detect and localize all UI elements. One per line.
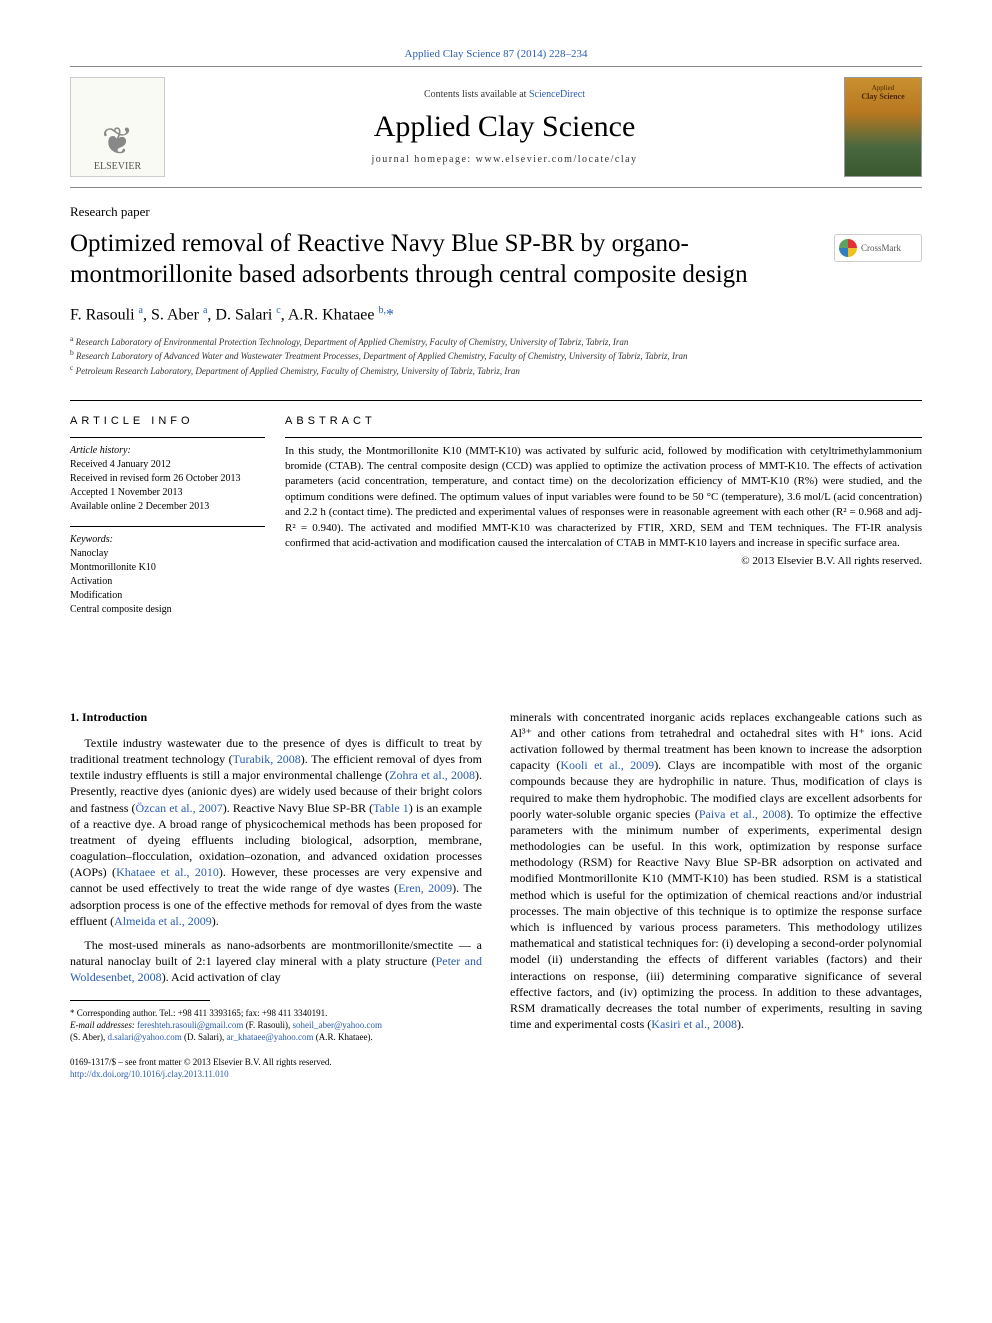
email-addresses-line: E-mail addresses: fereshteh.rasouli@gmai… bbox=[70, 1019, 482, 1043]
keywords-label: Keywords: bbox=[70, 533, 265, 547]
keyword: Activation bbox=[70, 575, 265, 589]
abstract-column: ABSTRACT In this study, the Montmorillon… bbox=[285, 415, 922, 629]
citation-link[interactable]: Almeida et al., 2009 bbox=[114, 914, 212, 928]
sciencedirect-link[interactable]: ScienceDirect bbox=[529, 89, 585, 100]
keywords-block: Keywords: Nanoclay Montmorillonite K10 A… bbox=[70, 526, 265, 617]
keyword: Modification bbox=[70, 589, 265, 603]
journal-reference: Applied Clay Science 87 (2014) 228–234 bbox=[70, 48, 922, 60]
issn-line: 0169-1317/$ – see front matter © 2013 El… bbox=[70, 1057, 482, 1069]
journal-title: Applied Clay Science bbox=[165, 110, 844, 144]
email-salari[interactable]: d.salari@yahoo.com bbox=[108, 1032, 182, 1042]
citation-link[interactable]: Özcan et al., 2007 bbox=[136, 801, 223, 815]
elsevier-logo: ❦ ELSEVIER bbox=[70, 77, 165, 177]
elsevier-name: ELSEVIER bbox=[94, 161, 141, 172]
citation-link[interactable]: Khataee et al., 2010 bbox=[116, 865, 219, 879]
affiliations: a Research Laboratory of Environmental P… bbox=[70, 334, 922, 378]
body-two-columns: 1. Introduction Textile industry wastewa… bbox=[70, 709, 922, 1081]
homepage-url[interactable]: www.elsevier.com/locate/clay bbox=[476, 154, 638, 165]
email-aber[interactable]: soheil_aber@yahoo.com bbox=[292, 1020, 382, 1030]
article-title: Optimized removal of Reactive Navy Blue … bbox=[70, 228, 834, 291]
abstract-heading: ABSTRACT bbox=[285, 415, 922, 427]
elsevier-tree-icon: ❦ bbox=[102, 123, 134, 161]
footnotes: * Corresponding author. Tel.: +98 411 33… bbox=[70, 1007, 482, 1043]
intro-para-1: Textile industry wastewater due to the p… bbox=[70, 735, 482, 929]
history-received: Received 4 January 2012 bbox=[70, 458, 265, 472]
intro-para-3: minerals with concentrated inorganic aci… bbox=[510, 709, 922, 1033]
right-column: minerals with concentrated inorganic aci… bbox=[510, 709, 922, 1081]
citation-link[interactable]: Table 1 bbox=[373, 801, 409, 815]
affiliation-a: Research Laboratory of Environmental Pro… bbox=[76, 337, 629, 347]
article-type: Research paper bbox=[70, 204, 922, 220]
history-label: Article history: bbox=[70, 444, 265, 458]
citation-link[interactable]: Kooli et al., 2009 bbox=[560, 758, 654, 772]
journal-homepage: journal homepage: www.elsevier.com/locat… bbox=[165, 154, 844, 165]
abstract-text: In this study, the Montmorillonite K10 (… bbox=[285, 437, 922, 552]
crossmark-badge[interactable]: CrossMark bbox=[834, 234, 922, 262]
front-matter: 0169-1317/$ – see front matter © 2013 El… bbox=[70, 1057, 482, 1080]
article-info-heading: ARTICLE INFO bbox=[70, 415, 265, 427]
citation-link[interactable]: Turabik, 2008 bbox=[233, 752, 301, 766]
affiliation-c: Petroleum Research Laboratory, Departmen… bbox=[76, 366, 520, 376]
crossmark-icon bbox=[839, 239, 857, 257]
corresponding-author-note: * Corresponding author. Tel.: +98 411 33… bbox=[70, 1007, 482, 1019]
journal-header-band: ❦ ELSEVIER Contents lists available at S… bbox=[70, 66, 922, 188]
citation-link[interactable]: Paiva et al., 2008 bbox=[699, 807, 787, 821]
crossmark-label: CrossMark bbox=[861, 243, 901, 253]
footnote-rule bbox=[70, 1000, 210, 1001]
history-revised: Received in revised form 26 October 2013 bbox=[70, 472, 265, 486]
intro-heading: 1. Introduction bbox=[70, 709, 482, 725]
keyword: Nanoclay bbox=[70, 547, 265, 561]
doi-link[interactable]: http://dx.doi.org/10.1016/j.clay.2013.11… bbox=[70, 1069, 482, 1081]
citation-link[interactable]: Kasiri et al., 2008 bbox=[651, 1017, 737, 1031]
history-online: Available online 2 December 2013 bbox=[70, 500, 265, 514]
affiliation-b: Research Laboratory of Advanced Water an… bbox=[76, 351, 688, 361]
table-ref-link[interactable]: Table 1 bbox=[373, 801, 409, 815]
intro-para-2: The most-used minerals as nano-adsorbent… bbox=[70, 937, 482, 986]
email-rasouli[interactable]: fereshteh.rasouli@gmail.com bbox=[137, 1020, 243, 1030]
citation-link[interactable]: Eren, 2009 bbox=[398, 881, 452, 895]
keyword: Central composite design bbox=[70, 603, 265, 617]
abstract-copyright: © 2013 Elsevier B.V. All rights reserved… bbox=[285, 555, 922, 567]
article-history-block: Article history: Received 4 January 2012… bbox=[70, 437, 265, 514]
citation-link[interactable]: Zohra et al., 2008 bbox=[389, 768, 475, 782]
authors-line: F. Rasouli a, S. Aber a, D. Salari c, A.… bbox=[70, 305, 922, 324]
citation-link[interactable]: Peter and Woldesenbet, 2008 bbox=[70, 954, 482, 984]
email-khataee[interactable]: ar_khataee@yahoo.com bbox=[227, 1032, 314, 1042]
keyword: Montmorillonite K10 bbox=[70, 561, 265, 575]
article-info-column: ARTICLE INFO Article history: Received 4… bbox=[70, 415, 285, 629]
journal-cover-thumb: Applied Clay Science bbox=[844, 77, 922, 177]
history-accepted: Accepted 1 November 2013 bbox=[70, 486, 265, 500]
left-column: 1. Introduction Textile industry wastewa… bbox=[70, 709, 482, 1081]
contents-available-line: Contents lists available at ScienceDirec… bbox=[165, 89, 844, 100]
